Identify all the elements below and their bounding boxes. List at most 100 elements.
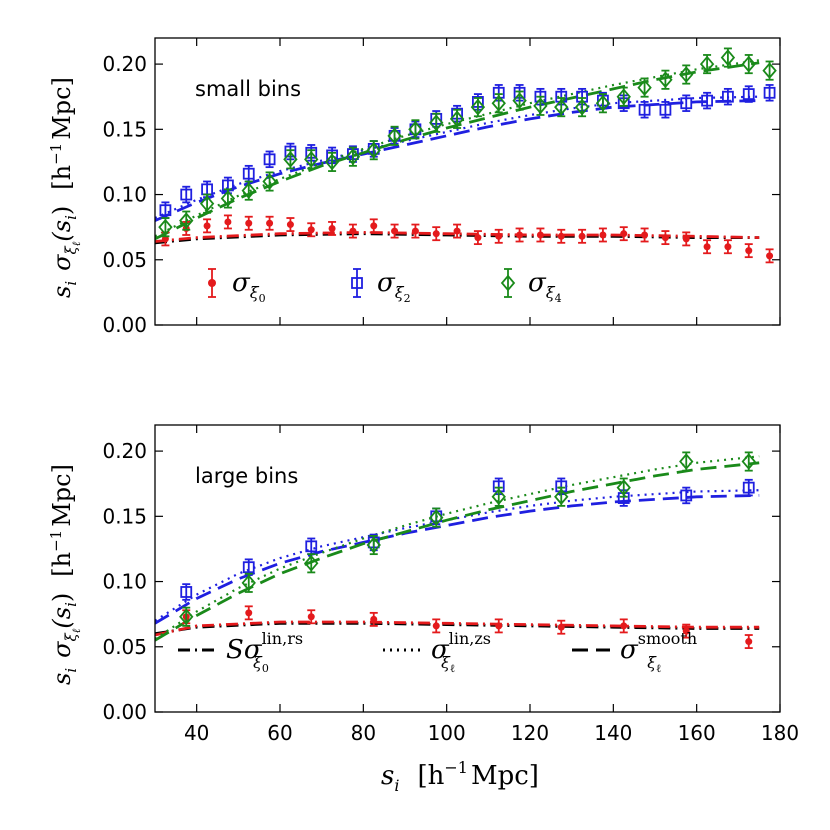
x-tick-label: 100	[428, 721, 466, 745]
axes-frame	[154, 37, 781, 326]
x-tick-label: 80	[351, 721, 376, 745]
data-point	[449, 110, 465, 128]
ylabel-units-tail: Mpc]	[48, 77, 76, 140]
data-point	[720, 49, 736, 66]
legend-sup: lin,rs	[262, 629, 303, 648]
data-point	[180, 188, 193, 201]
data-point	[366, 141, 381, 159]
legend-entry-label: σξ2	[377, 268, 411, 305]
bottom-panel: 0.00 0.05 0.10 0.15 0.20 40 60 80 100 120 140 160 18…	[47, 424, 799, 795]
data-point	[305, 540, 318, 553]
data-point	[616, 88, 631, 106]
data-point	[387, 127, 402, 145]
data-point	[266, 219, 274, 227]
curve-sigma_lin_zs_xi2	[155, 489, 760, 622]
data-point	[304, 554, 319, 572]
x-tick-label: 120	[511, 721, 549, 745]
data-point	[554, 488, 569, 506]
series-sigma_xi4	[158, 47, 777, 238]
y-tick-label: 0.20	[102, 439, 147, 463]
series-sigma_xi4	[179, 451, 756, 627]
legend-sigma: σ	[244, 635, 263, 665]
y-axis-label: siσξℓ(si)[h−1Mpc]	[47, 77, 83, 298]
legend-sup: smooth	[638, 629, 697, 648]
data-point	[391, 227, 399, 235]
data-point	[599, 231, 607, 239]
data-point	[724, 243, 732, 251]
legend-xi: ξ	[250, 283, 260, 302]
ylabel-arg: (s	[48, 220, 76, 242]
y-tick-label: 0.15	[102, 504, 147, 528]
data-point	[680, 97, 693, 110]
data-point	[220, 190, 236, 207]
data-point	[741, 55, 756, 73]
ylabel-sub: i	[62, 668, 80, 673]
data-point	[370, 222, 378, 230]
y-tick-label: 0.10	[102, 570, 147, 594]
data-point	[349, 227, 357, 235]
data-point	[680, 489, 693, 502]
data-point	[307, 613, 315, 621]
legend-sub: ℓ	[450, 662, 455, 675]
data-point	[620, 230, 628, 238]
ylabel-units-exp: −1	[47, 143, 65, 165]
data-point	[574, 98, 590, 116]
y-tick-label: 0.05	[102, 635, 147, 659]
xlabel-units-tail: Mpc]	[471, 761, 539, 791]
data-point	[491, 488, 506, 506]
data-point	[701, 94, 713, 107]
data-point	[742, 88, 755, 100]
ylabel-arg-sub: i	[62, 215, 80, 220]
data-point	[516, 231, 524, 239]
series-sigma_xi2	[159, 84, 776, 219]
data-point	[408, 120, 423, 138]
ylabel-xi: ξ	[62, 245, 80, 254]
x-tick-label: 160	[678, 721, 716, 745]
legend-entry-label: σξ4	[528, 268, 562, 305]
legend-xi: ξ	[546, 283, 556, 302]
y-tick-label: 0.00	[102, 700, 147, 724]
legend-sub: 0	[259, 292, 266, 305]
data-point	[491, 94, 506, 112]
data-point	[703, 243, 711, 251]
legend-sigma: σ	[377, 268, 396, 298]
ylabel-xi: ξ	[62, 632, 80, 641]
data-point	[286, 221, 294, 229]
data-point	[745, 247, 753, 255]
data-point	[432, 230, 440, 238]
data-point	[474, 234, 482, 242]
data-point	[762, 62, 777, 79]
x-tick-label: 140	[594, 721, 632, 745]
data-point	[661, 234, 669, 242]
series-sigma_xi0	[161, 214, 774, 264]
x-tick-label: 180	[761, 721, 799, 745]
legend-entry-label: σsmooth ξℓ	[620, 629, 697, 675]
series-sigma_xi2	[180, 477, 755, 601]
legend-sigma: σ	[528, 268, 547, 298]
data-point	[742, 481, 755, 494]
curve-sigma_smooth_xi0	[155, 620, 760, 637]
data-point	[453, 227, 461, 235]
ylabel-sigma: σ	[48, 254, 76, 271]
ylabel-units: [h	[48, 165, 76, 190]
legend-entry-label: σξ0	[232, 268, 266, 305]
legend-sub: 0	[262, 662, 269, 675]
data-point	[470, 98, 486, 116]
legend-marker	[208, 279, 216, 287]
data-point	[245, 609, 253, 617]
legend-prefix: S	[226, 635, 244, 665]
data-point	[682, 235, 690, 243]
legend-xi: ξ	[395, 283, 405, 302]
data-point	[616, 479, 631, 497]
data-point	[641, 231, 649, 239]
legend-marker	[351, 277, 363, 289]
y-tick-label: 0.00	[102, 313, 147, 337]
data-point	[245, 219, 253, 227]
y-tick-label: 0.20	[102, 52, 147, 76]
ylabel-arg: (s	[48, 607, 76, 629]
data-point	[242, 167, 255, 180]
data-point	[283, 150, 298, 168]
data-point	[429, 509, 444, 527]
